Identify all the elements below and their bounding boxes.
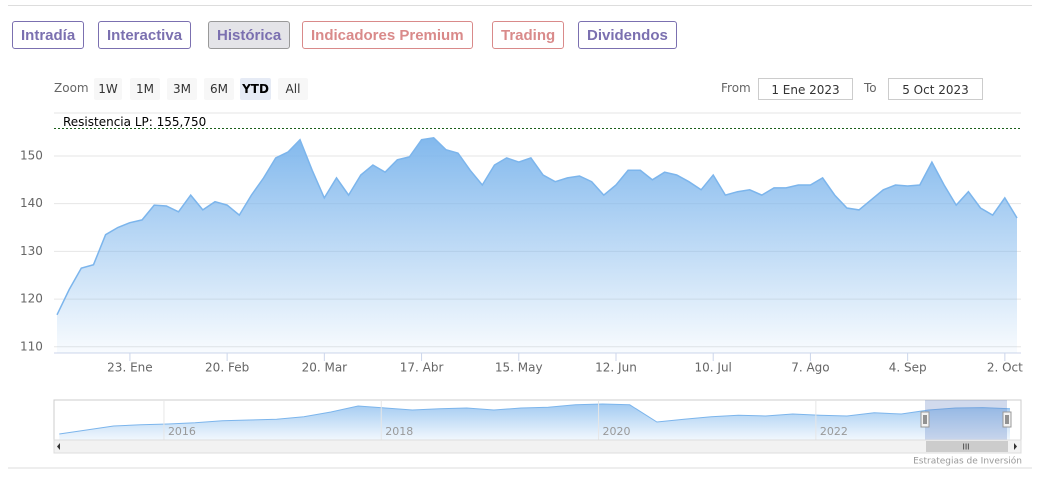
x-tick-label: 15. May: [495, 361, 543, 375]
navigator-handle[interactable]: [920, 411, 930, 428]
navigator-label: 2020: [603, 425, 631, 438]
price-area: [57, 137, 1017, 353]
tab[interactable]: Interactiva: [98, 21, 192, 49]
scrollbar-grip: III: [962, 443, 969, 452]
x-tick-label: 20. Mar: [302, 361, 348, 375]
scroll-left-arrow[interactable]: [57, 443, 60, 450]
y-tick-label: 120: [20, 292, 43, 306]
x-tick-label: 17. Abr: [400, 361, 444, 375]
zoom-button[interactable]: 6M: [204, 78, 234, 100]
zoom-button[interactable]: 3M: [167, 78, 197, 100]
tab[interactable]: Intradía: [12, 21, 85, 49]
navigator-handle[interactable]: [1002, 411, 1012, 428]
x-tick-label: 23. Ene: [107, 361, 152, 375]
navigator-label: 2022: [820, 425, 848, 438]
top-rule: [8, 5, 1032, 6]
navigator-window[interactable]: [925, 400, 1007, 440]
x-tick-label: 2. Oct: [987, 361, 1023, 375]
to-label: To: [864, 81, 877, 95]
zoom-button[interactable]: YTD: [240, 78, 271, 100]
navigator-frame: [53, 399, 1022, 441]
resistance-label: Resistencia LP: 155,750: [63, 115, 206, 129]
navigator-label: 2018: [385, 425, 413, 438]
scrollbar-track[interactable]: [53, 439, 1022, 454]
to-input[interactable]: 5 Oct 2023: [888, 78, 983, 100]
navigator-area: [59, 404, 1011, 440]
x-tick-label: 12. Jun: [595, 361, 637, 375]
from-input[interactable]: 1 Ene 2023: [758, 78, 853, 100]
y-tick-label: 130: [20, 244, 43, 258]
from-label: From: [721, 81, 751, 95]
y-tick-label: 140: [20, 196, 43, 210]
navigator-label: 2016: [168, 425, 196, 438]
tab[interactable]: Histórica: [208, 21, 291, 49]
zoom-button[interactable]: 1M: [130, 78, 160, 100]
x-tick-label: 10. Jul: [695, 361, 732, 375]
tab[interactable]: Indicadores Premium: [302, 21, 473, 49]
scroll-right-arrow[interactable]: [1014, 443, 1017, 450]
x-tick-label: 4. Sep: [889, 361, 927, 375]
tab[interactable]: Dividendos: [578, 21, 677, 49]
tab[interactable]: Trading: [492, 21, 565, 49]
y-tick-label: 150: [20, 148, 43, 162]
x-tick-label: 20. Feb: [205, 361, 249, 375]
zoom-label: Zoom: [54, 81, 89, 95]
zoom-button[interactable]: All: [278, 78, 308, 100]
y-tick-label: 110: [20, 339, 43, 353]
zoom-button[interactable]: 1W: [94, 78, 122, 100]
navigator-line: [59, 403, 1011, 435]
scrollbar-thumb[interactable]: [926, 441, 1008, 452]
credit: Estrategias de Inversión: [913, 456, 1022, 467]
price-line: [56, 137, 1018, 316]
x-tick-label: 7. Ago: [791, 361, 829, 375]
